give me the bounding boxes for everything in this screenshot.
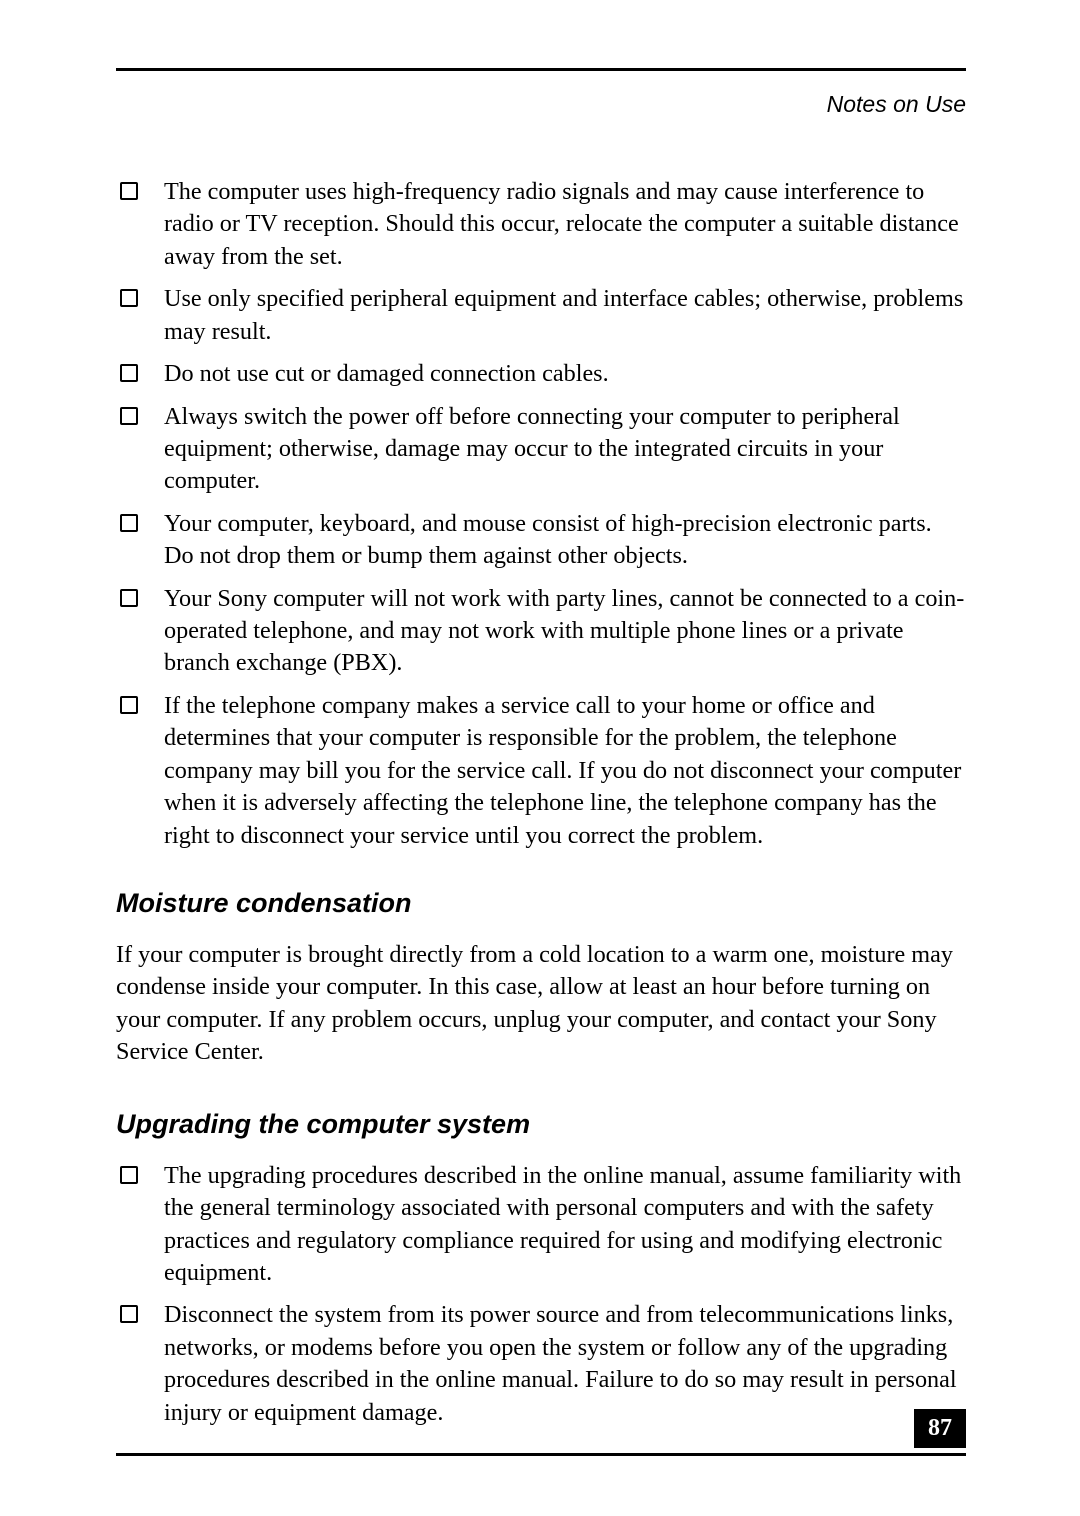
- list-item: Do not use cut or damaged connection cab…: [116, 358, 966, 390]
- bullet-icon: [120, 1305, 138, 1323]
- top-rule: [116, 68, 966, 71]
- bottom-rule: [116, 1453, 966, 1456]
- bullet-icon: [120, 364, 138, 382]
- list-item: The upgrading procedures described in th…: [116, 1160, 966, 1290]
- bullet-icon: [120, 696, 138, 714]
- document-page: Notes on Use The computer uses high-freq…: [0, 0, 1080, 1516]
- upgrade-list: The upgrading procedures described in th…: [116, 1160, 966, 1429]
- list-item: Use only specified peripheral equipment …: [116, 283, 966, 348]
- list-item: Always switch the power off before conne…: [116, 401, 966, 498]
- bullet-icon: [120, 407, 138, 425]
- list-item-text: Your Sony computer will not work with pa…: [164, 583, 966, 680]
- moisture-paragraph: If your computer is brought directly fro…: [116, 939, 966, 1069]
- page-number: 87: [914, 1409, 966, 1448]
- list-item-text: The computer uses high-frequency radio s…: [164, 176, 966, 273]
- list-item: Disconnect the system from its power sou…: [116, 1299, 966, 1429]
- list-item: The computer uses high-frequency radio s…: [116, 176, 966, 273]
- bullet-icon: [120, 1166, 138, 1184]
- bullet-icon: [120, 182, 138, 200]
- list-item-text: Disconnect the system from its power sou…: [164, 1299, 966, 1429]
- list-item-text: Do not use cut or damaged connection cab…: [164, 358, 609, 390]
- footer: 87: [116, 1453, 966, 1456]
- list-item-text: If the telephone company makes a service…: [164, 690, 966, 852]
- list-item-text: Always switch the power off before conne…: [164, 401, 966, 498]
- list-item-text: Use only specified peripheral equipment …: [164, 283, 966, 348]
- notes-list: The computer uses high-frequency radio s…: [116, 176, 966, 852]
- section-title-moisture: Moisture condensation: [116, 888, 966, 919]
- list-item-text: Your computer, keyboard, and mouse consi…: [164, 508, 966, 573]
- bullet-icon: [120, 289, 138, 307]
- list-item-text: The upgrading procedures described in th…: [164, 1160, 966, 1290]
- bullet-icon: [120, 514, 138, 532]
- section-title-upgrade: Upgrading the computer system: [116, 1109, 966, 1140]
- header-label: Notes on Use: [116, 91, 966, 118]
- list-item: Your computer, keyboard, and mouse consi…: [116, 508, 966, 573]
- list-item: If the telephone company makes a service…: [116, 690, 966, 852]
- list-item: Your Sony computer will not work with pa…: [116, 583, 966, 680]
- bullet-icon: [120, 589, 138, 607]
